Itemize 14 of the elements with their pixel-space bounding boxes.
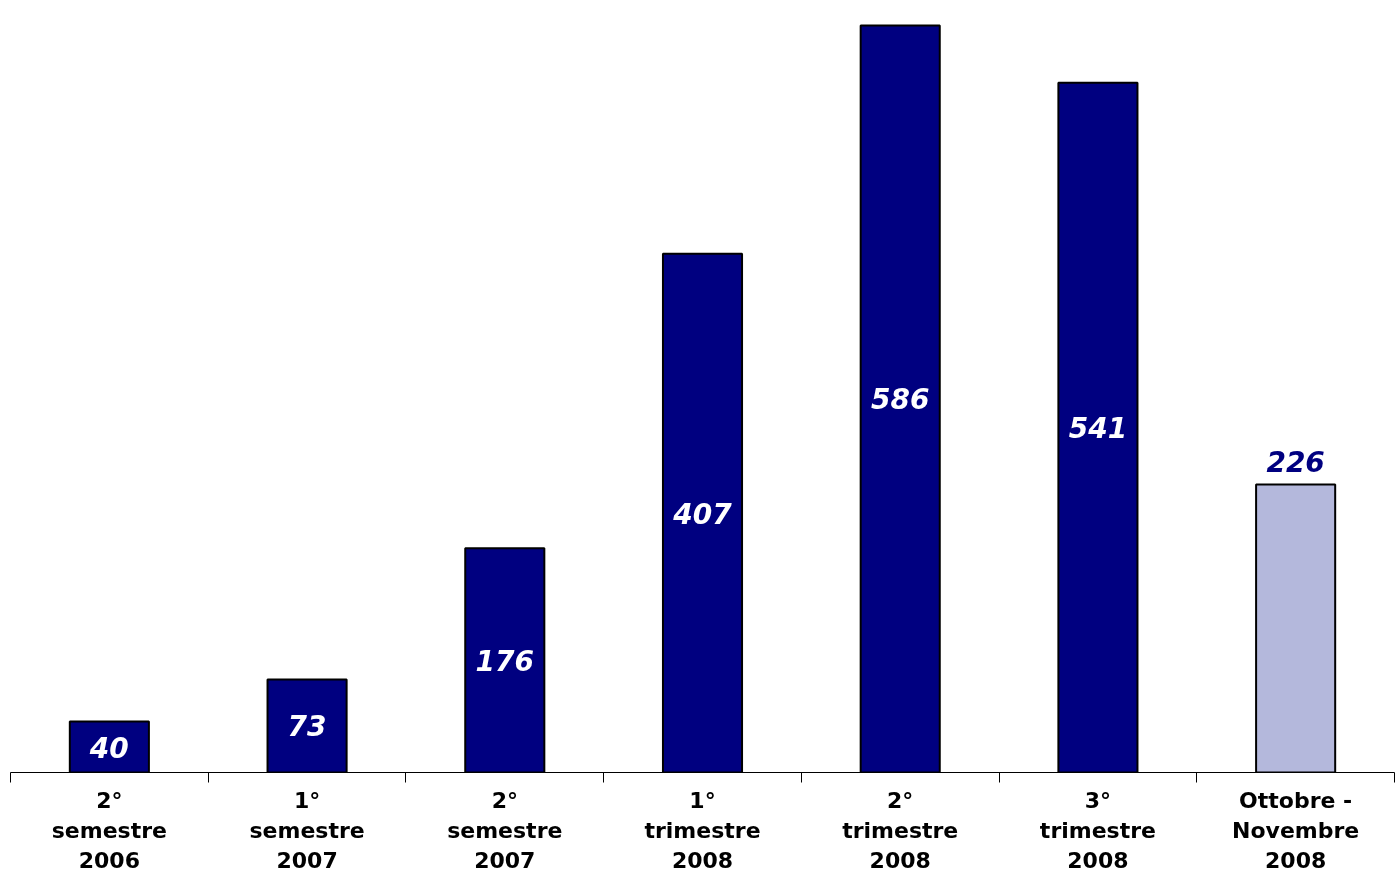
- x-tick-label: 2° semestre 2006: [51, 787, 167, 873]
- x-tick-label: 3° trimestre 2008: [1039, 787, 1156, 873]
- data-label: 176: [475, 644, 535, 678]
- data-label: 407: [672, 497, 733, 531]
- x-tick-label: Ottobre - Novembre 2008: [1232, 787, 1360, 873]
- data-label: 541: [1068, 412, 1128, 446]
- x-tick-label: 1° trimestre 2008: [644, 787, 761, 873]
- data-label: 40: [88, 731, 129, 765]
- data-label: 226: [1266, 446, 1325, 480]
- x-tick-label: 2° trimestre 2008: [842, 787, 959, 873]
- data-label: 73: [287, 710, 327, 744]
- x-tick-label: 2° semestre 2007: [447, 787, 563, 873]
- x-tick-label: 1° semestre 2007: [249, 787, 365, 873]
- data-label: 586: [870, 383, 930, 417]
